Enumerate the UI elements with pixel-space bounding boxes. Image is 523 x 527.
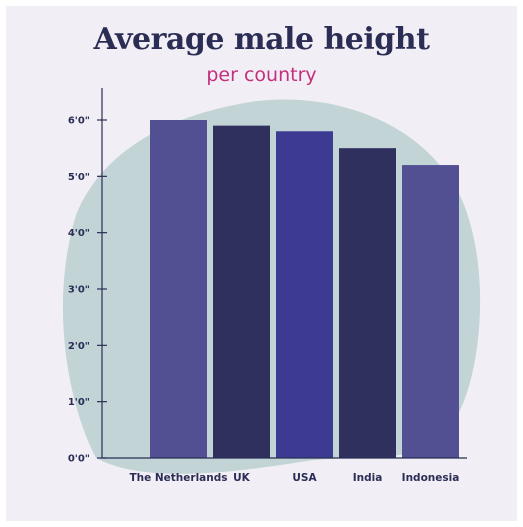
bar-usa (276, 131, 333, 458)
y-tick-label: 1'0" (68, 397, 90, 408)
y-tick-label: 5'0" (68, 172, 90, 183)
y-tick-label: 4'0" (68, 228, 90, 239)
y-tick-label: 6'0" (68, 116, 90, 127)
x-category-label: UK (233, 472, 251, 484)
bar-the-netherlands (150, 120, 207, 458)
y-tick-label: 0'0" (68, 454, 90, 465)
y-tick-label: 2'0" (68, 341, 90, 352)
x-category-label: USA (292, 472, 317, 484)
x-category-label: India (353, 472, 383, 484)
x-category-label: Indonesia (402, 472, 460, 484)
chart-subtitle: per country (206, 64, 317, 86)
bar-india (339, 148, 396, 458)
chart-title: Average male height (93, 22, 430, 57)
x-category-label: The Netherlands (129, 472, 227, 484)
bar-indonesia (402, 165, 459, 459)
y-tick-label: 3'0" (68, 285, 90, 296)
bar-uk (213, 125, 270, 458)
